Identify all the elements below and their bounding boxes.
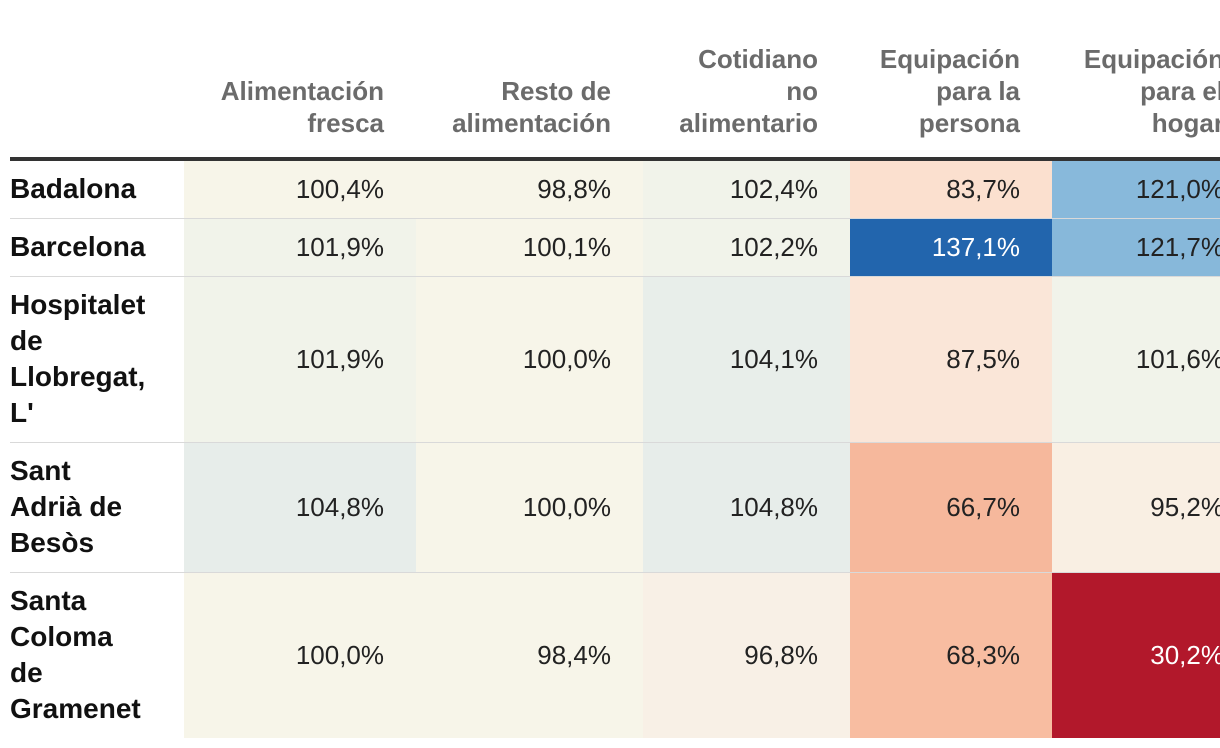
data-cell: 121,0%	[1052, 159, 1220, 218]
row-label: Barcelona	[10, 218, 184, 276]
data-cell: 101,9%	[184, 218, 416, 276]
column-header-line: alimentario	[679, 108, 818, 138]
row-label-line: L'	[10, 397, 34, 428]
column-header-line: Alimentación	[220, 76, 384, 106]
column-header-line: Equipación	[1083, 44, 1220, 74]
table-row: Hospitalet de Llobregat, L' 101,9% 100,0% 1…	[10, 276, 1220, 442]
row-label: Hospitalet de Llobregat, L'	[10, 276, 184, 442]
data-cell: 83,7%	[850, 159, 1052, 218]
data-cell: 101,6%	[1052, 276, 1220, 442]
table-row: Santa Coloma de Gramenet 100,0% 98,4% 96,8%…	[10, 572, 1220, 738]
table-row: Sant Adrià de Besòs 104,8% 100,0% 104,8% 6…	[10, 442, 1220, 572]
row-label: Sant Adrià de Besòs	[10, 442, 184, 572]
column-header-line: hogar	[1151, 108, 1220, 138]
data-cell: 101,9%	[184, 276, 416, 442]
data-cell: 121,7%	[1052, 218, 1220, 276]
row-label-line: Badalona	[10, 173, 137, 205]
data-cell: 100,4%	[184, 159, 416, 218]
row-label-line: Sant	[10, 455, 71, 486]
column-header: Cotidiano no alimentario	[643, 0, 850, 161]
data-cell: 96,8%	[643, 572, 850, 738]
data-cell: 30,2%	[1052, 572, 1220, 738]
data-cell: 102,4%	[643, 159, 850, 218]
column-header-line: persona	[918, 108, 1020, 138]
column-header: Equipación para el hogar	[1052, 0, 1220, 161]
data-cell: 98,4%	[416, 572, 643, 738]
header-row: Alimentación fresca Resto de alimentación …	[10, 0, 1220, 161]
column-header: Resto de alimentación	[416, 0, 643, 161]
data-cell: 87,5%	[850, 276, 1052, 442]
row-label-line: Gramenet	[10, 693, 141, 725]
data-cell: 95,2%	[1052, 442, 1220, 572]
data-cell: 104,8%	[643, 442, 850, 572]
row-label-line: Llobregat,	[10, 361, 146, 392]
table-row: Badalona 100,4% 98,8% 102,4% 83,7% 121,0…	[10, 159, 1220, 218]
column-header: Alimentación fresca	[184, 0, 416, 161]
row-label-line: Adrià de	[10, 491, 123, 522]
table-row: Barcelona 101,9% 100,1% 102,2% 137,1% 12…	[10, 218, 1220, 276]
column-header-line: Cotidiano	[698, 44, 818, 74]
column-header-line: para la	[936, 76, 1020, 106]
row-label-line: de	[10, 657, 43, 689]
data-cell: 137,1%	[850, 218, 1052, 276]
column-header-line: alimentación	[452, 108, 611, 138]
column-header: Equipación para la persona	[850, 0, 1052, 161]
row-label: Santa Coloma de Gramenet	[10, 572, 184, 738]
data-cell: 102,2%	[643, 218, 850, 276]
row-label: Badalona	[10, 159, 184, 218]
data-cell: 104,1%	[643, 276, 850, 442]
data-cell: 98,8%	[416, 159, 643, 218]
data-cell: 100,0%	[416, 442, 643, 572]
row-label-header	[10, 0, 184, 161]
data-cell: 100,1%	[416, 218, 643, 276]
heatmap-table-container: Alimentación fresca Resto de alimentación …	[10, 0, 1220, 748]
data-cell: 66,7%	[850, 442, 1052, 572]
column-header-line: no	[786, 76, 818, 106]
row-label-line: Coloma	[10, 621, 113, 653]
column-header-line: Equipación	[879, 44, 1020, 74]
row-label-line: Barcelona	[10, 231, 146, 262]
heatmap-table: Alimentación fresca Resto de alimentación …	[10, 0, 1220, 738]
row-label-line: de	[10, 325, 43, 356]
data-cell: 100,0%	[416, 276, 643, 442]
row-label-line: Hospitalet	[10, 289, 146, 320]
data-cell: 68,3%	[850, 572, 1052, 738]
data-cell: 104,8%	[184, 442, 416, 572]
data-cell: 100,0%	[184, 572, 416, 738]
column-header-line: Resto de	[501, 76, 611, 106]
column-header-line: para el	[1140, 76, 1220, 106]
row-label-line: Besòs	[10, 527, 95, 558]
column-header-line: fresca	[307, 108, 384, 138]
row-label-line: Santa	[10, 585, 87, 617]
